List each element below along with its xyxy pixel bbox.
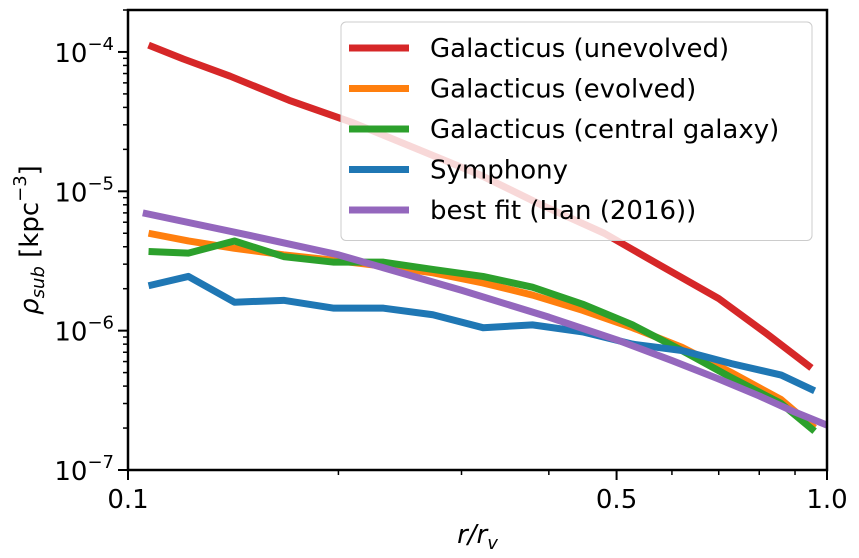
legend-label-1: Galacticus (evolved) bbox=[430, 75, 696, 105]
legend-label-4: best fit (Han (2016)) bbox=[430, 196, 696, 226]
y-tick-label-3: 10−4 bbox=[54, 34, 114, 69]
y-tick-label-1: 10−6 bbox=[54, 313, 114, 348]
series-line-3 bbox=[147, 272, 817, 394]
x-axis-label: r/rv bbox=[457, 520, 498, 554]
legend-label-2: Galacticus (central galaxy) bbox=[430, 115, 779, 145]
legend-label-0: Galacticus (unevolved) bbox=[430, 34, 729, 64]
series-line-2 bbox=[148, 237, 817, 434]
series-line-4 bbox=[142, 209, 827, 429]
y-tick-label-0: 10−7 bbox=[54, 452, 114, 487]
legend-label-3: Symphony bbox=[430, 156, 568, 186]
y-tick-label-2: 10−5 bbox=[54, 173, 114, 208]
y-axis-label: ρsub [kpc−3] bbox=[10, 165, 49, 315]
series-layer bbox=[142, 41, 827, 434]
plot-frame bbox=[126, 8, 829, 472]
x-tick-label-1: 0.5 bbox=[596, 485, 637, 515]
legend: Galacticus (unevolved) Galacticus (evolve… bbox=[340, 21, 813, 241]
x-tick-label-0: 0.1 bbox=[107, 485, 148, 515]
axes-layer: 10−7 10−6 10−5 10−4 0.1 0.5 1.0 bbox=[54, 8, 848, 515]
x-tick-label-2: 1.0 bbox=[806, 485, 847, 515]
series-line-1 bbox=[147, 229, 817, 431]
legend-box bbox=[340, 21, 813, 241]
